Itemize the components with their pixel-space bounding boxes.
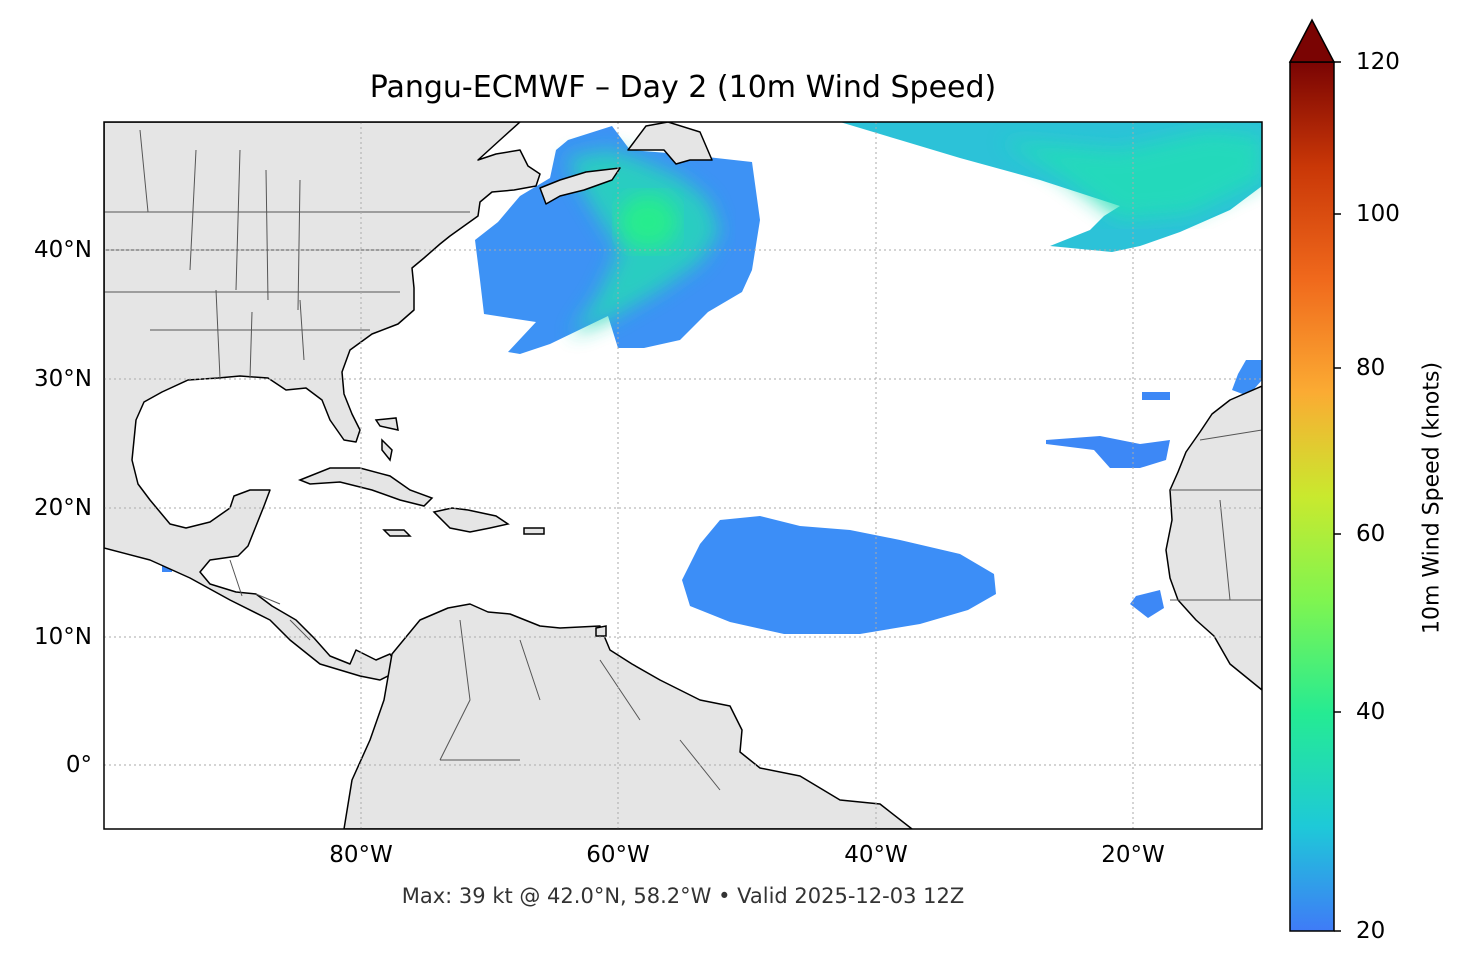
lon-label-60w: 60°W: [586, 842, 650, 868]
map-title: Pangu-ECMWF – Day 2 (10m Wind Speed): [369, 70, 997, 105]
wind-core-northeast-atlantic: [1000, 130, 1262, 220]
colorbar-tick-label-80: 80: [1356, 355, 1386, 381]
wind-peak-northwest-atlantic: [618, 194, 678, 250]
max-wind-footer: Max: 39 kt @ 42.0°N, 58.2°W • Valid 2025…: [401, 884, 965, 908]
lat-label-30n: 30°N: [34, 366, 92, 392]
wind-region-small-patch: [1142, 392, 1170, 400]
colorbar-tick-label-60: 60: [1356, 521, 1386, 547]
lat-label-10n: 10°N: [34, 624, 92, 650]
colorbar-title: 10m Wind Speed (knots): [1419, 361, 1445, 635]
map-frame: [103, 121, 1263, 830]
cuba: [297, 467, 434, 507]
lon-label-80w: 80°W: [329, 842, 393, 868]
wind-region-near-morocco: [1232, 360, 1262, 396]
lat-label-equator: 0°: [65, 752, 92, 778]
south-america: [343, 603, 913, 829]
wind-region-tropical-atlantic: [682, 516, 996, 634]
wind-region-subtropical-east: [1046, 436, 1170, 468]
islands: [297, 417, 607, 637]
colorbar-tick-label-100: 100: [1356, 201, 1400, 227]
colorbar-extend-arrow: [1288, 18, 1336, 63]
puerto-rico: [523, 527, 545, 535]
wind-fields: [162, 122, 1262, 634]
landmasses: [104, 122, 1262, 829]
lat-label-20n: 20°N: [34, 495, 92, 521]
north-america: [104, 122, 541, 681]
hispaniola: [432, 507, 510, 533]
nova-scotia: [539, 167, 621, 205]
africa: [1165, 385, 1262, 691]
gridlines: [104, 122, 1262, 829]
colorbar: [1288, 18, 1341, 932]
lon-label-40w: 40°W: [844, 842, 908, 868]
colorbar-tick-label-20: 20: [1356, 918, 1386, 944]
colorbar-tick-label-120: 120: [1356, 49, 1400, 75]
lon-label-20w: 20°W: [1101, 842, 1165, 868]
newfoundland: [627, 122, 713, 165]
interior-borders: [104, 129, 1262, 791]
lat-label-40n: 40°N: [34, 237, 92, 263]
jamaica: [382, 529, 412, 537]
wind-region-cape-verde-area: [1130, 590, 1164, 618]
colorbar-ticks: [1334, 61, 1341, 932]
colorbar-gradient: [1289, 61, 1335, 932]
bahamas: [374, 417, 399, 462]
colorbar-tick-label-40: 40: [1356, 699, 1386, 725]
trinidad: [595, 625, 607, 637]
